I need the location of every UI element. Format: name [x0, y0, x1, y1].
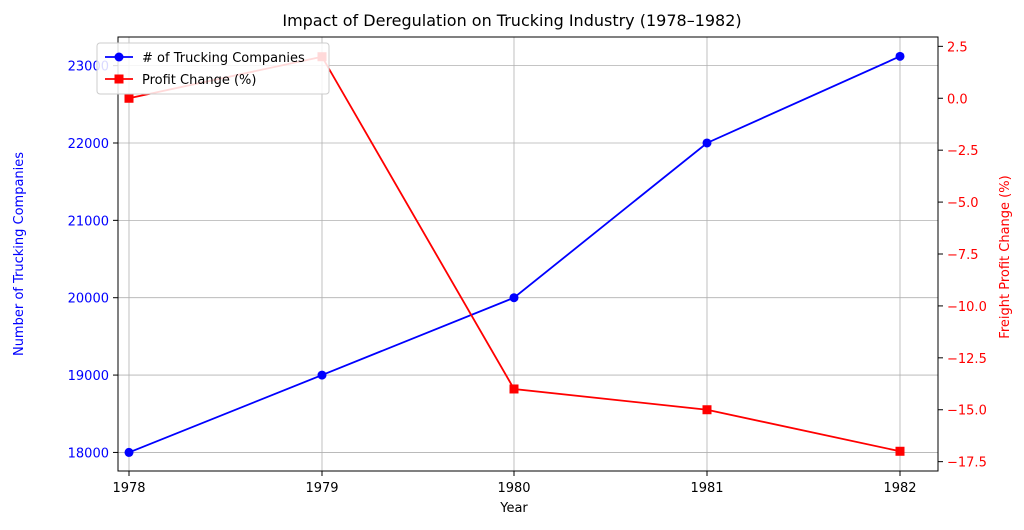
legend: # of Trucking Companies Profit Change (%… [96, 42, 330, 95]
right-tick-label: −5.0 [947, 196, 979, 211]
legend-marker-profit [114, 74, 124, 84]
data-point-profit [895, 446, 905, 456]
x-tick-label: 1979 [305, 481, 338, 496]
left-tick-label: 22000 [68, 137, 109, 152]
legend-label-profit: Profit Change (%) [142, 73, 256, 88]
data-point-companies [317, 370, 327, 380]
x-tick-label: 1980 [497, 481, 530, 496]
legend-entry-profit: Profit Change (%) [105, 73, 256, 88]
legend-box [96, 42, 330, 95]
data-point-profit [702, 405, 712, 415]
right-tick-label: 2.5 [947, 40, 968, 55]
right-axis-ticks: −17.5 −15.0 −12.5 −10.0 −7.5 −5.0 −2.5 0.0 2.5 [938, 40, 987, 471]
right-tick-label: −17.5 [947, 456, 987, 471]
plot-frame [117, 36, 939, 472]
left-y-axis-label: Number of Trucking Companies [12, 152, 27, 356]
x-axis-ticks: 1978 1979 1980 1981 1982 [112, 471, 917, 496]
left-tick-label: 21000 [68, 214, 109, 229]
data-point-companies [124, 447, 134, 457]
right-tick-label: 0.0 [947, 92, 968, 107]
left-tick-label: 19000 [68, 369, 109, 384]
right-tick-label: −7.5 [947, 248, 979, 263]
x-tick-label: 1981 [690, 481, 723, 496]
grid-lines [118, 37, 938, 471]
data-point-companies [895, 51, 905, 61]
right-tick-label: −15.0 [947, 404, 987, 419]
right-y-axis-label: Freight Profit Change (%) [998, 175, 1013, 338]
chart-title: Impact of Deregulation on Trucking Indus… [282, 11, 741, 30]
x-tick-label: 1982 [883, 481, 916, 496]
data-point-companies [702, 138, 712, 148]
x-axis-label: Year [499, 501, 528, 516]
legend-marker-companies [114, 52, 124, 62]
data-point-companies [509, 293, 519, 303]
x-tick-label: 1978 [112, 481, 145, 496]
data-point-profit [509, 384, 519, 394]
series-layer [124, 51, 905, 457]
legend-label-companies: # of Trucking Companies [142, 51, 305, 66]
left-tick-label: 18000 [68, 446, 109, 461]
right-tick-label: −10.0 [947, 300, 987, 315]
data-point-profit [124, 93, 134, 103]
legend-entry-companies: # of Trucking Companies [105, 51, 305, 66]
left-tick-label: 20000 [68, 292, 109, 307]
right-tick-label: −2.5 [947, 144, 979, 159]
right-tick-label: −12.5 [947, 352, 987, 367]
